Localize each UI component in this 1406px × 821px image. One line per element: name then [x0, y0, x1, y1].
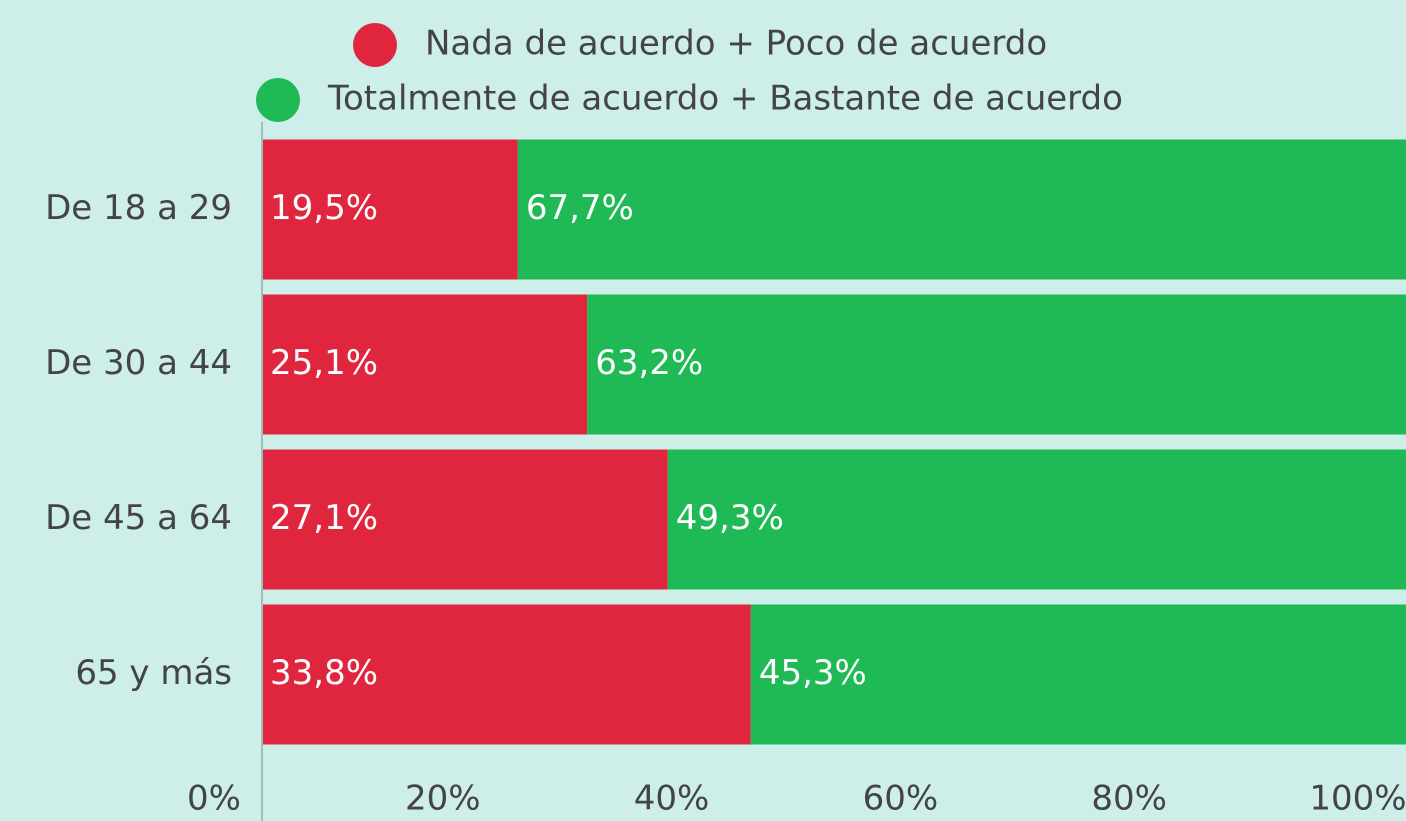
bar-segment [262, 604, 751, 745]
bar-segment [750, 604, 1406, 745]
bar-segment [262, 449, 668, 590]
value-label: 33,8% [270, 653, 378, 693]
legend-marker [353, 23, 397, 67]
x-tick-label: 20% [405, 779, 481, 819]
bar-segment [587, 294, 1406, 435]
x-tick-label: 60% [863, 779, 939, 819]
y-tick-label: De 30 a 44 [45, 343, 232, 383]
value-label: 67,7% [526, 188, 634, 228]
y-tick-label: De 45 a 64 [45, 498, 232, 538]
bar-segment [517, 139, 1406, 280]
value-label: 25,1% [270, 343, 378, 383]
x-tick-label: 40% [634, 779, 710, 819]
bar-segment [262, 294, 588, 435]
value-label: 45,3% [759, 653, 867, 693]
legend-label: Nada de acuerdo + Poco de acuerdo [425, 24, 1047, 64]
value-label: 63,2% [595, 343, 703, 383]
x-tick-label: 80% [1091, 779, 1167, 819]
x-tick-label: 100% [1309, 779, 1406, 819]
bar-segment [667, 449, 1406, 590]
value-label: 19,5% [270, 188, 378, 228]
legend-marker [256, 78, 300, 122]
y-tick-label: 65 y más [75, 653, 232, 693]
x-tick-label: 0% [187, 779, 241, 819]
y-tick-label: De 18 a 29 [45, 188, 232, 228]
bar-segment [262, 139, 518, 280]
legend-label: Totalmente de acuerdo + Bastante de acue… [327, 79, 1123, 119]
value-label: 27,1% [270, 498, 378, 538]
value-label: 49,3% [676, 498, 784, 538]
